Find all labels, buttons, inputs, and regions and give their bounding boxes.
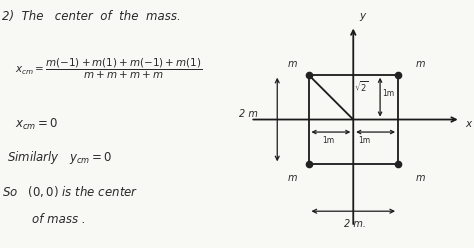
Text: 2 m.: 2 m. bbox=[344, 219, 366, 229]
Text: $x_{cm}=0$: $x_{cm}=0$ bbox=[15, 117, 58, 132]
Text: 1m: 1m bbox=[383, 89, 394, 98]
Text: $x$: $x$ bbox=[465, 119, 474, 129]
Text: 2)  The   center  of  the  mass.: 2) The center of the mass. bbox=[2, 10, 181, 23]
Text: m: m bbox=[288, 173, 298, 183]
Text: 1m: 1m bbox=[322, 136, 334, 145]
Text: 2 m: 2 m bbox=[239, 109, 258, 119]
Text: Similarly   $y_{cm}=0$: Similarly $y_{cm}=0$ bbox=[8, 149, 112, 166]
Text: m: m bbox=[416, 59, 425, 69]
Text: of mass .: of mass . bbox=[32, 213, 86, 226]
Text: $\sqrt{2}$: $\sqrt{2}$ bbox=[354, 79, 369, 94]
Text: $x_{cm}=\dfrac{m(-1)+m(1)+m(-1)+m(1)}{m+m+m+m}$: $x_{cm}=\dfrac{m(-1)+m(1)+m(-1)+m(1)}{m+… bbox=[15, 57, 202, 81]
Text: m: m bbox=[288, 59, 298, 69]
Text: $y$: $y$ bbox=[359, 11, 367, 23]
Text: m: m bbox=[416, 173, 425, 183]
Text: 1m: 1m bbox=[359, 136, 371, 145]
Text: So   $(0,0)$ is the center: So $(0,0)$ is the center bbox=[2, 184, 139, 198]
